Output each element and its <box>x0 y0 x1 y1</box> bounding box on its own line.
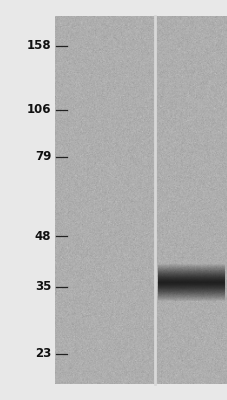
Text: 158: 158 <box>27 39 51 52</box>
Text: 48: 48 <box>35 230 51 243</box>
Text: 23: 23 <box>35 347 51 360</box>
Text: 35: 35 <box>35 280 51 293</box>
Bar <box>0 0 54 400</box>
Text: 79: 79 <box>35 150 51 163</box>
Text: 106: 106 <box>27 103 51 116</box>
